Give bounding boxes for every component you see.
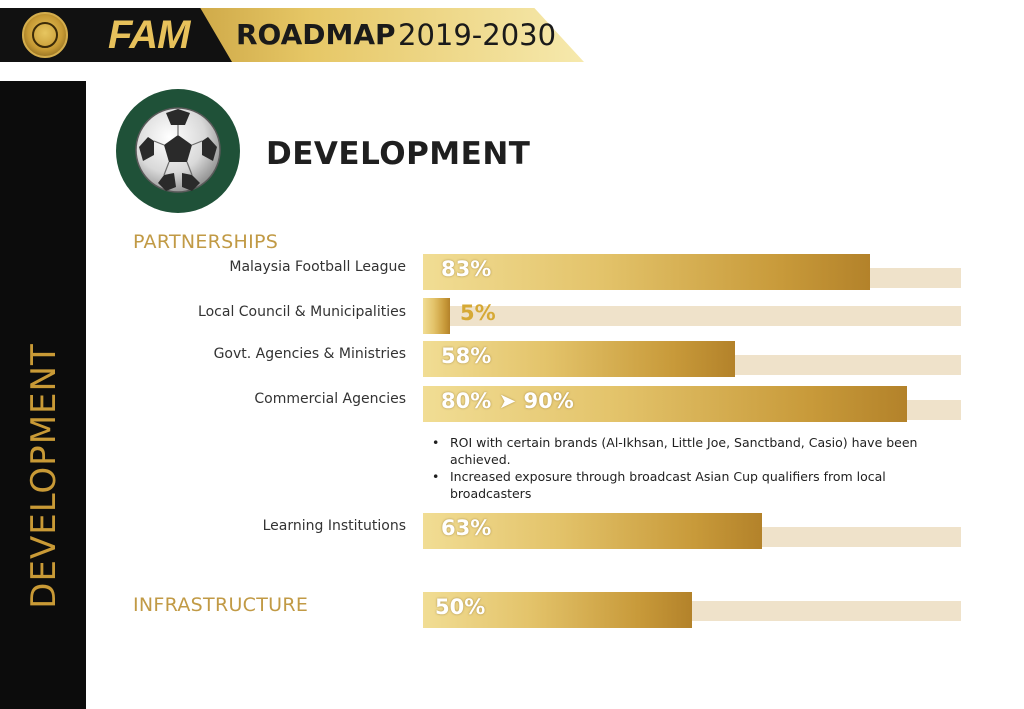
commercial-notes: • ROI with certain brands (Al-Ikhsan, Lit… (432, 434, 942, 502)
bar-category-label: Local Council & Municipalities (198, 304, 406, 320)
bar-category-label: Learning Institutions (262, 518, 406, 534)
note-text: ROI with certain brands (Al-Ikhsan, Litt… (450, 435, 918, 467)
section-title-partnerships: PARTNERSHIPS (133, 231, 279, 253)
bar (423, 592, 692, 628)
roadmap-years: 2019-2030 (398, 18, 557, 52)
note-item: • Increased exposure through broadcast As… (432, 469, 886, 501)
bar-category-label: Malaysia Football League (229, 259, 406, 275)
sidebar-vertical-title: DEVELOPMENT (24, 343, 64, 609)
section-title-infrastructure: INFRASTRUCTURE (133, 594, 309, 616)
bar-value-label: 50% (435, 595, 486, 619)
roadmap-title: ROADMAP (236, 18, 396, 51)
bar (423, 513, 762, 549)
fam-crest-logo (22, 12, 68, 58)
left-sidebar: DEVELOPMENT (0, 81, 86, 709)
bar (423, 341, 735, 377)
note-text: Increased exposure through broadcast Asi… (450, 469, 886, 501)
bar (423, 386, 907, 422)
page-title: DEVELOPMENT (266, 136, 531, 172)
bar-value-label: 5% (460, 301, 496, 325)
note-item: • ROI with certain brands (Al-Ikhsan, Lit… (432, 435, 918, 467)
bar-value-label: 83% (441, 257, 492, 281)
bar-track (423, 306, 961, 326)
bar-category-label: Govt. Agencies & Ministries (213, 346, 406, 362)
brand-wordmark: FAM (108, 13, 190, 57)
football-icon (116, 89, 240, 213)
bar (423, 298, 450, 334)
bar-value-label: 63% (441, 516, 492, 540)
bar (423, 254, 870, 290)
bar-category-label: Commercial Agencies (254, 391, 406, 407)
bar-value-label: 58% (441, 344, 492, 368)
bar-value-label: 80% ➤ 90% (441, 389, 574, 413)
